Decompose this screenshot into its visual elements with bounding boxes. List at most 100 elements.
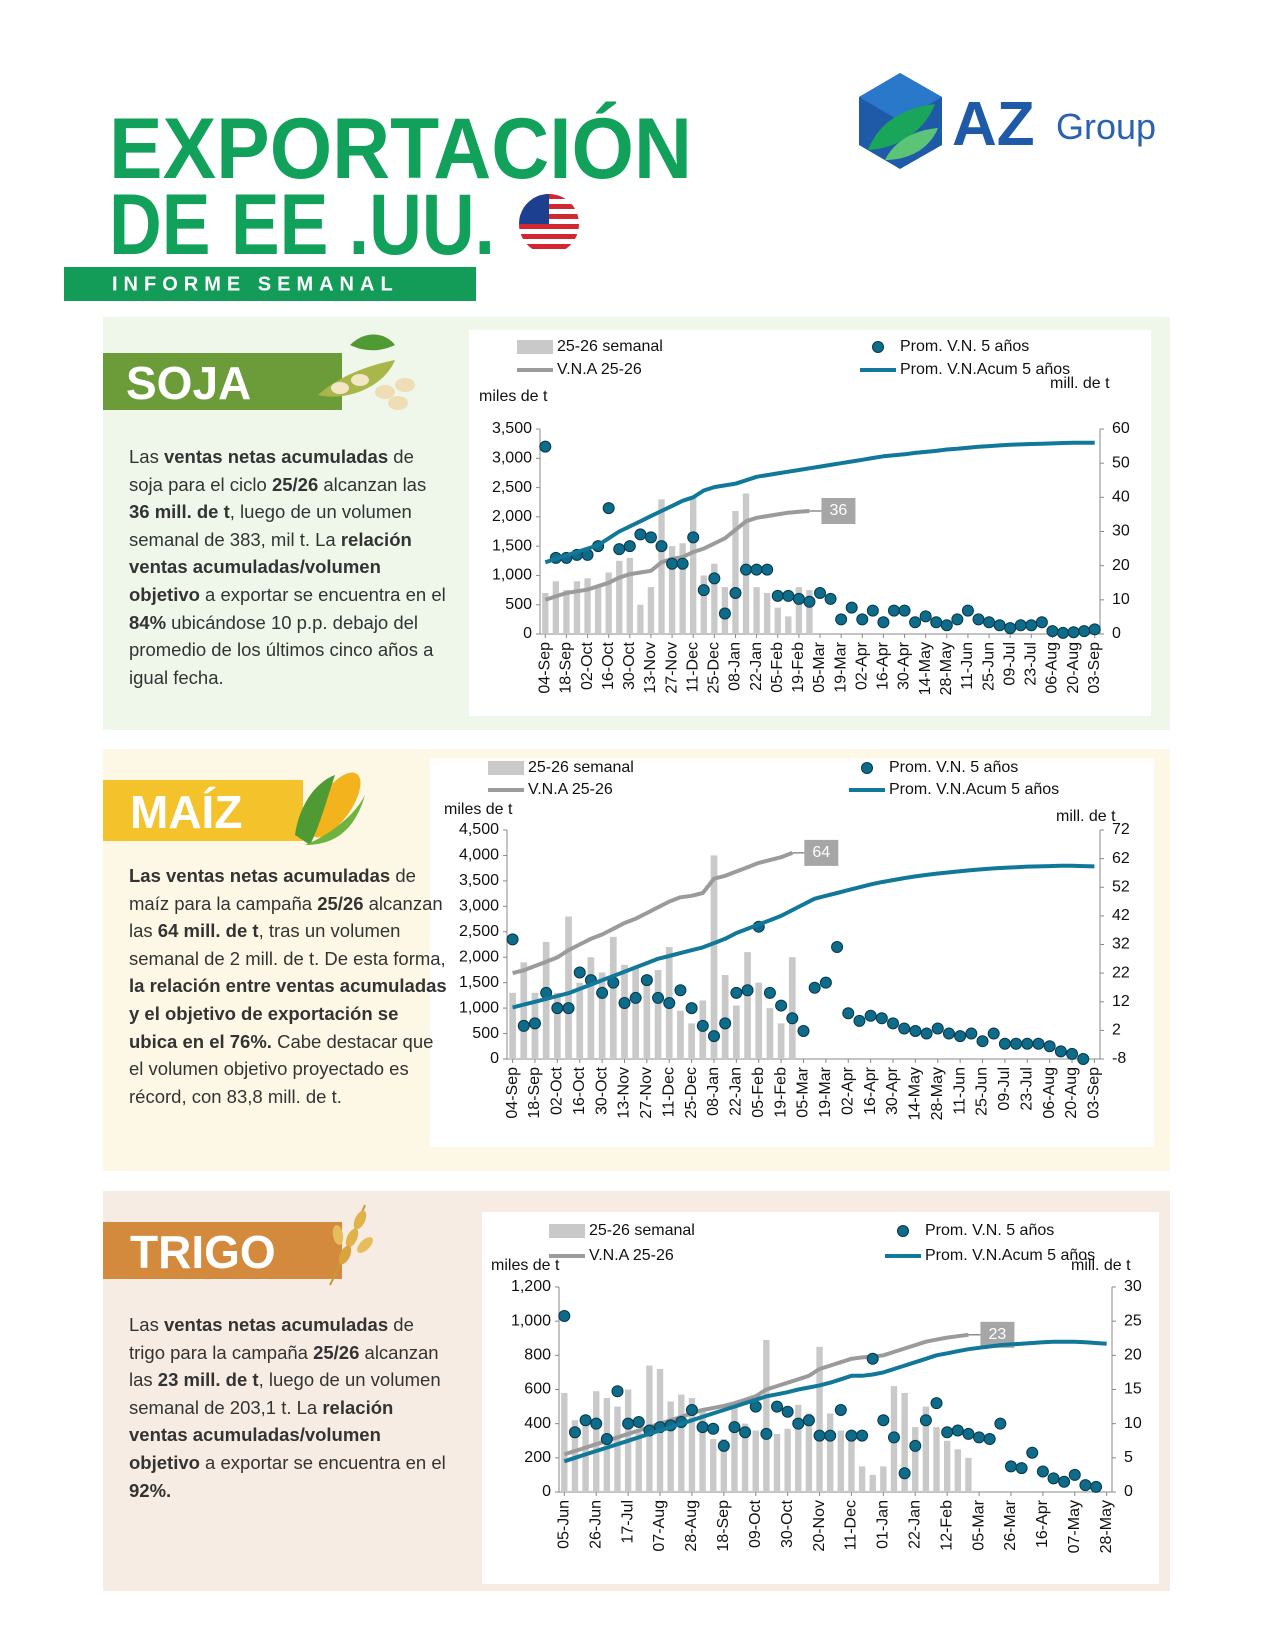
dot [640,974,653,987]
bar [699,1408,706,1492]
bar [573,581,581,634]
legend-label: Prom. V.N. 5 años [900,338,1029,355]
bar [584,578,591,634]
y-tick-label: 500 [472,1025,499,1042]
y2-tick-label: 42 [1112,907,1130,924]
line [512,863,1095,1010]
dot [1025,619,1038,632]
y-tick-label: 2,000 [459,948,499,965]
dot [687,531,700,544]
dot [813,1429,826,1442]
text: Las [129,1314,164,1335]
bar [542,593,549,634]
y2-tick-label: 40 [1112,489,1130,506]
y-tick-label: 200 [524,1449,551,1466]
dot [1079,1479,1092,1492]
legend-label: Prom. V.N. 5 años [925,1222,1054,1239]
dot [1004,1460,1017,1473]
dot [909,1439,922,1452]
section-title: TRIGO [130,1226,276,1278]
bar [614,1406,621,1492]
dot [845,601,858,614]
bar [858,1466,866,1492]
x-tick-label: 14-May [907,1067,924,1120]
bar [710,1439,717,1492]
y2-tick-label: 60 [1112,420,1130,437]
y-tick-label: 0 [542,1483,551,1500]
dot [1066,1047,1079,1060]
x-tick-label: 05-Mar [795,1066,812,1117]
x-tick-label: 13-Nov [642,642,659,694]
dot [568,1426,581,1439]
dot [898,1022,911,1035]
dot [506,933,519,946]
legend-label: V.N.A 25-26 [557,361,642,378]
dot [797,1025,810,1038]
bar [943,1440,951,1492]
logo-brand: AZ [952,90,1035,159]
y-axis-title: miles de t [444,801,513,818]
dot [792,1417,805,1430]
section-band [103,1222,342,1279]
x-tick-label: 16-Apr [862,1066,879,1115]
section-band [103,780,303,841]
dot [579,1414,592,1427]
x-tick-label: 20-Aug [1063,1067,1080,1119]
x-tick-label: 25-Dec [683,1067,700,1119]
data-label: 36 [830,502,848,519]
dot [696,1421,709,1434]
dot [718,607,731,620]
dot [887,1017,900,1030]
x-tick-label: 18-Sep [715,1500,732,1552]
y2-tick-label: 20 [1124,1347,1142,1364]
dot [652,991,665,1004]
y2-tick-label: -8 [1112,1050,1126,1067]
paragraph: Las ventas netas acumuladas de maíz para… [129,862,447,1110]
dot [1047,1472,1060,1485]
bar [690,496,697,634]
y2-tick-label: 2 [1112,1022,1121,1039]
dot [1035,616,1048,629]
dot [600,1433,613,1446]
dot [613,543,626,556]
y2-tick-label: 30 [1112,523,1130,540]
y2-axis-title: mill. de t [1071,1257,1131,1274]
x-tick-label: 04-Sep [504,1067,521,1119]
x-tick-label: 20-Nov [811,1500,828,1552]
dot [965,1027,978,1040]
dot [1068,1468,1081,1481]
text: de trigo para la campaña [129,1314,414,1363]
text: Las [129,446,164,467]
x-tick-label: 23-Jul [1023,642,1040,686]
paragraph: Las ventas netas acumuladas de soja para… [129,443,447,691]
y2-tick-label: 32 [1112,936,1130,953]
legend-label: 25-26 semanal [528,759,634,776]
dot [740,563,753,576]
dot [961,604,974,617]
x-tick-label: 09-Oct [747,1499,764,1548]
dot [919,1414,932,1427]
bar [954,1449,961,1492]
dot [842,1007,855,1020]
x-tick-label: 30-Oct [779,1499,796,1548]
dot [666,557,679,570]
x-tick-label: 30-Apr [884,1066,901,1115]
dot [877,1414,890,1427]
dot [786,1012,799,1025]
x-tick-label: 04-Sep [537,642,554,694]
bold-text: 23 mill. de t [157,1369,259,1391]
y-tick-label: 4,000 [459,847,499,864]
dot [864,1009,877,1022]
dot [824,1429,837,1442]
y2-tick-label: 50 [1112,454,1130,471]
bar [598,972,606,1059]
dot [941,1426,954,1439]
bold-text: relación ventas acumuladas/volumen objet… [129,528,412,605]
bar [788,957,796,1059]
x-tick-label: 06-Aug [1044,642,1061,694]
x-tick-label: 16-Apr [1034,1499,1051,1548]
x-tick-label: 11-Jun [951,1067,968,1115]
dot [761,563,774,576]
bar [752,1430,759,1492]
bar [720,1439,728,1492]
